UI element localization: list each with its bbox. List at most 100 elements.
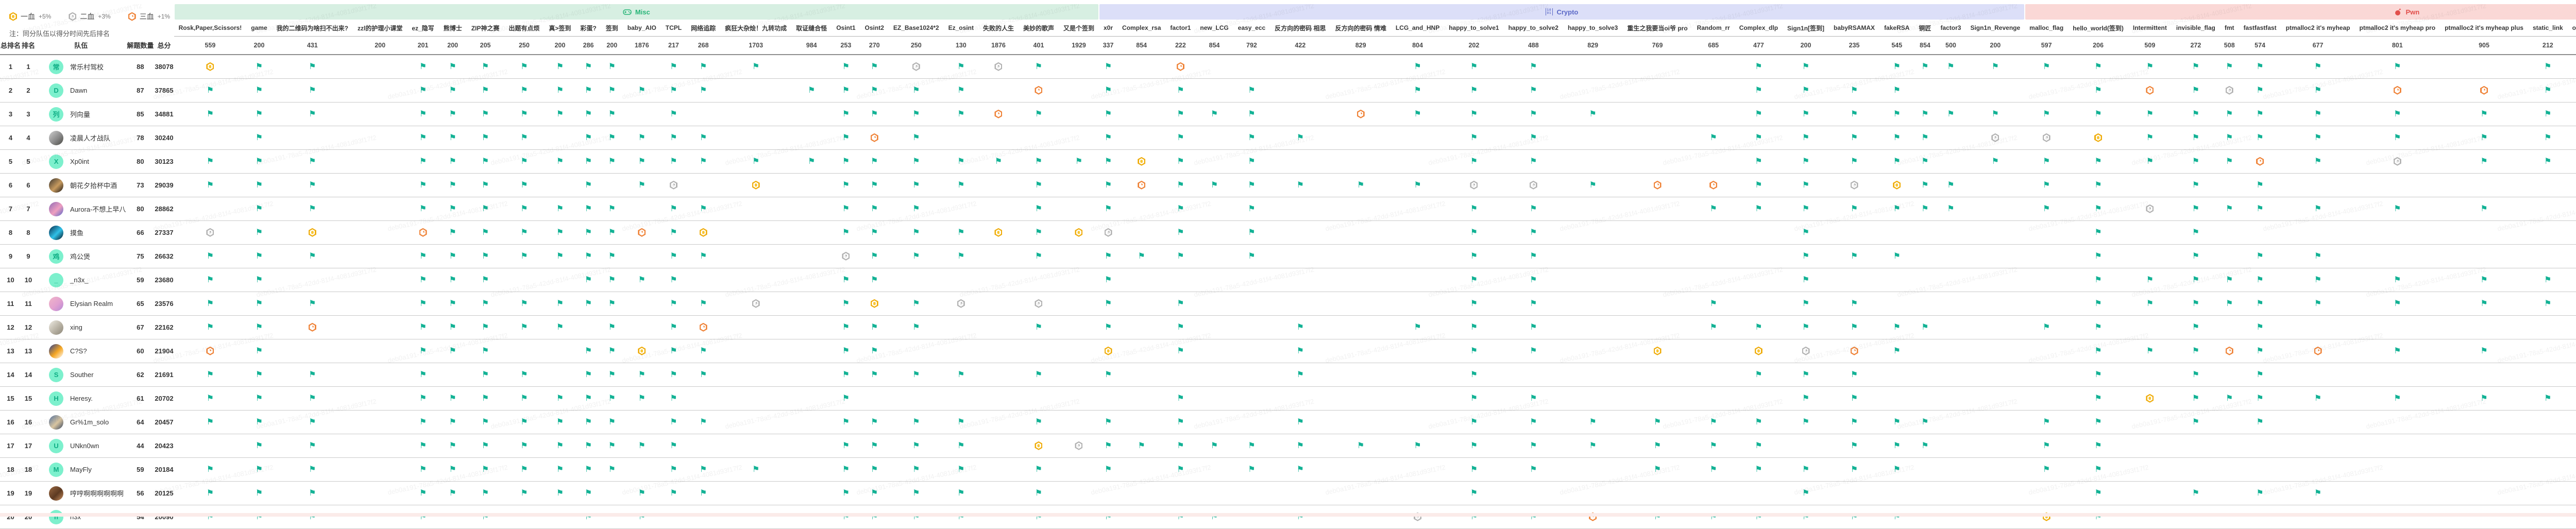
solved-flag-icon: ⚑ — [1755, 133, 1762, 142]
challenge-header[interactable]: 真>签到 — [544, 20, 576, 37]
challenge-header[interactable]: static_link — [2528, 20, 2568, 37]
challenge-header[interactable]: x0r — [1099, 20, 1118, 37]
challenge-header[interactable]: Osint1 — [832, 20, 860, 37]
challenge-header[interactable]: 反方向的密码 情难 — [1330, 20, 1391, 37]
team-link[interactable]: 哼哼啊啊啊啊啊啊 — [49, 486, 126, 501]
challenge-header[interactable]: happy_to_solve3 — [1563, 20, 1623, 37]
challenge-header[interactable]: invisible_flag — [2171, 20, 2220, 37]
challenge-header[interactable]: Ez_osint — [943, 20, 978, 37]
team-link[interactable]: H Heresy. — [49, 391, 126, 406]
challenge-header[interactable]: ptmalloc2 it's myheap pro — [2354, 20, 2441, 37]
team-link[interactable]: S Souther — [49, 367, 126, 382]
challenge-header[interactable]: game — [246, 20, 272, 37]
cell-unsolved — [1195, 339, 1233, 363]
challenge-header[interactable]: happy_to_solve2 — [1503, 20, 1563, 37]
challenge-header[interactable]: 出题有点烦 — [504, 20, 545, 37]
challenge-header[interactable]: factor3 — [1936, 20, 1966, 37]
challenge-header[interactable]: 又是个签到 — [1058, 20, 1099, 37]
cell-unsolved — [943, 386, 978, 411]
challenge-header[interactable]: fastfastfast — [2239, 20, 2281, 37]
challenge-header[interactable]: 我的二维码为啥扫不出来? — [272, 20, 353, 37]
cell-unsolved — [2171, 505, 2220, 529]
challenge-header[interactable]: 重生之我要当oi爷 pro — [1622, 20, 1692, 37]
team-link[interactable]: _ _n3x_ — [49, 272, 126, 287]
cell-unsolved — [791, 244, 832, 268]
cell-solved-flag: ⚑ — [1099, 149, 1118, 174]
challenge-header[interactable]: Random_rr — [1692, 20, 1735, 37]
team-link[interactable]: Aurora-不想上早八 — [49, 201, 126, 216]
cell-solved-flag: ⚑ — [622, 363, 661, 387]
challenge-header[interactable]: Intermittent — [2128, 20, 2172, 37]
challenge-header[interactable]: Rosk,Paper,Scissors! — [174, 20, 247, 37]
challenge-header[interactable]: babyRSAMAX — [1829, 20, 1880, 37]
challenge-header[interactable]: zzl的护理小课堂 — [353, 20, 408, 37]
team-link[interactable]: Gr%1m_solo — [49, 415, 126, 430]
team-link[interactable]: M MayFly — [49, 462, 126, 477]
cell-unsolved — [1270, 481, 1331, 505]
cell-unsolved — [2567, 78, 2576, 103]
challenge-header[interactable]: one_byte — [2567, 20, 2576, 37]
team-link[interactable]: 摸鱼 — [49, 225, 126, 240]
solved-flag-icon: ⚑ — [912, 251, 920, 261]
challenge-header[interactable]: factor1 — [1165, 20, 1196, 37]
cell-unsolved — [2440, 481, 2528, 505]
challenge-header[interactable]: 签到 — [601, 20, 623, 37]
solved-flag-icon: ⚑ — [1850, 441, 1858, 450]
team-link[interactable]: U UNkn0wn — [49, 438, 126, 453]
challenge-header[interactable]: 美妙的歌声 — [1018, 20, 1059, 37]
cell-solved-flag: ⚑ — [272, 363, 353, 387]
team-link[interactable]: 列列向量 — [49, 107, 126, 122]
team-link[interactable]: X Xp0int — [49, 154, 126, 169]
rank: 16 — [21, 410, 36, 434]
cell-unsolved — [686, 505, 721, 529]
cell-unsolved — [2219, 505, 2239, 529]
cell-unsolved — [720, 102, 792, 126]
team-link[interactable]: n n3x — [49, 509, 126, 524]
challenge-header[interactable]: ZIP神之赛 — [466, 20, 504, 37]
challenge-header[interactable]: LCG_and_HNP — [1391, 20, 1445, 37]
challenge-header[interactable]: Complex_dlp — [1734, 20, 1783, 37]
solved-flag-icon: ⚑ — [1248, 251, 1256, 261]
team-link[interactable]: 常常乐村驾校 — [49, 59, 126, 74]
cell-unsolved — [353, 505, 408, 529]
team-link[interactable]: C?S? — [49, 344, 126, 359]
challenge-header[interactable]: 彩蛋? — [575, 20, 601, 37]
team-link[interactable]: Elysian Realm — [49, 296, 126, 311]
challenge-points: 212 — [2528, 36, 2568, 55]
challenge-header[interactable]: easy_ecc — [1233, 20, 1270, 37]
challenge-header[interactable]: 反方向的密码 相思 — [1270, 20, 1331, 37]
challenge-header[interactable]: 取证缝合怪 — [791, 20, 832, 37]
legend-first-blood: 一血 +5% — [9, 11, 51, 22]
challenge-header[interactable]: 疯狂大杂烩！九转功成 — [720, 20, 792, 37]
challenge-header[interactable]: fmt — [2219, 20, 2239, 37]
team-link[interactable]: D Dawn — [49, 83, 126, 98]
team-link[interactable]: 鸡鸡公煲 — [49, 249, 126, 264]
challenge-header[interactable]: happy_to_solve1 — [1444, 20, 1504, 37]
cell-solved-flag: ⚑ — [2354, 292, 2441, 316]
team-link[interactable]: 凌晨人才战队 — [49, 130, 126, 145]
challenge-header[interactable]: Complex_rsa — [1117, 20, 1166, 37]
team-link[interactable]: xing — [49, 320, 126, 335]
challenge-header[interactable]: ptmalloc2 it's myheap — [2281, 20, 2355, 37]
challenge-header[interactable]: EZ_Base1024*2 — [888, 20, 944, 37]
challenge-header[interactable]: Osint2 — [860, 20, 889, 37]
challenge-header[interactable]: baby_AIO — [622, 20, 661, 37]
challenge-header[interactable]: Sign1n[签到] — [1783, 20, 1829, 37]
challenge-header[interactable]: malloc_flag — [2025, 20, 2069, 37]
challenge-header[interactable]: 熊博士 — [438, 20, 467, 37]
challenge-header[interactable]: 铜匠 — [1914, 20, 1936, 37]
challenge-header[interactable]: ptmalloc2 it's myheap plus — [2440, 20, 2528, 37]
cell-unsolved — [1692, 244, 1735, 268]
cell-second-blood — [888, 55, 944, 79]
team-link[interactable]: 朝花夕拾杯中酒 — [49, 178, 126, 193]
challenge-header[interactable]: fakeRSA — [1879, 20, 1914, 37]
challenge-header[interactable]: 网络追踪 — [686, 20, 721, 37]
solved-flag-icon: ⚑ — [481, 346, 489, 355]
challenge-header[interactable]: TCPL — [660, 20, 687, 37]
challenge-header[interactable]: new_LCG — [1195, 20, 1233, 37]
cell-unsolved — [1195, 220, 1233, 245]
challenge-header[interactable]: 失败的人生 — [978, 20, 1019, 37]
challenge-header[interactable]: ez_隐写 — [407, 20, 439, 37]
challenge-header[interactable]: hello_world(签到) — [2068, 20, 2128, 37]
challenge-header[interactable]: Sign1n_Revenge — [1965, 20, 2025, 37]
